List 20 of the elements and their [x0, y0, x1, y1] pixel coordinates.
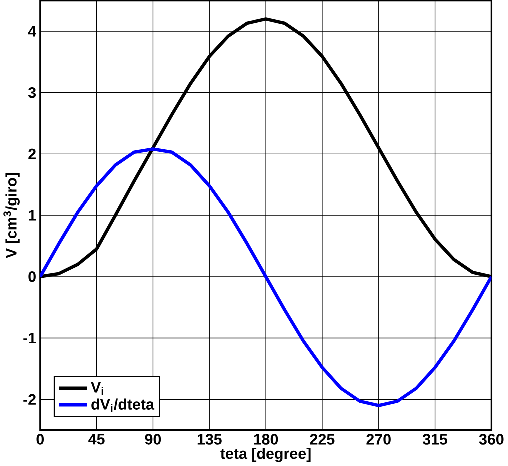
x-tick-label: 90 [145, 434, 162, 445]
x-axis-title: teta [degree] [220, 448, 311, 462]
y-tick-label: -1 [24, 333, 36, 344]
y-tick-label: -2 [24, 394, 36, 405]
legend-label: V$_{i}$ [91, 382, 104, 396]
y-tick-label: 0 [28, 272, 36, 282]
x-tick-label: 135 [198, 434, 222, 445]
x-tick-label: 45 [88, 434, 105, 445]
x-tick-label: 225 [310, 434, 335, 445]
x-tick-label: 360 [479, 434, 504, 445]
y-tick-label: 3 [28, 88, 36, 98]
x-tick-label: 270 [366, 434, 391, 445]
x-tick-label: 315 [422, 434, 448, 445]
y-tick-label: 4 [28, 26, 36, 37]
legend-label: dV$_{i}$/dteta [92, 398, 155, 412]
x-tick-label: 0 [36, 434, 44, 445]
x-tick-label: 180 [254, 434, 278, 445]
y-axis-title: V [cm$^{3}$/giro] [4, 174, 20, 258]
y-tick-label: 2 [28, 148, 36, 160]
y-tick-label: 1 [29, 210, 36, 221]
